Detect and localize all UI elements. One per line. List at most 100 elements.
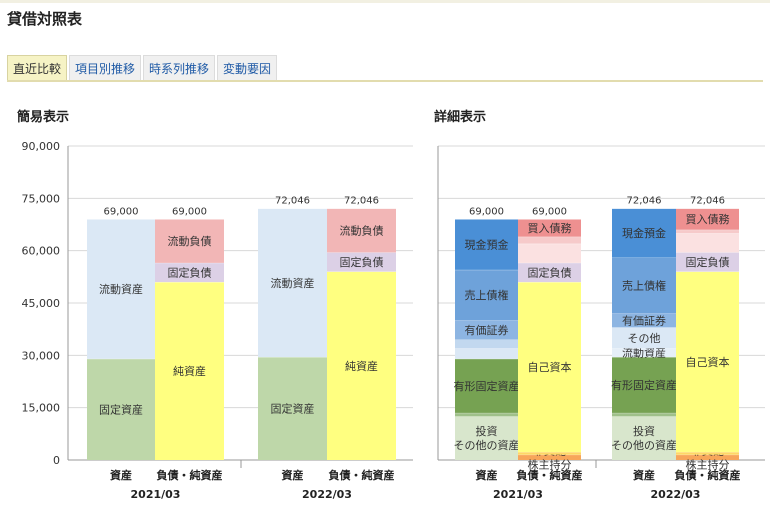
bar-segment xyxy=(518,236,581,244)
bar-segment xyxy=(455,358,518,413)
bar-total-label: 69,000 xyxy=(172,206,207,217)
segment-label: 株主持分 xyxy=(528,457,572,471)
segment-label: 流動資産 xyxy=(99,282,143,296)
bar-total-label: 69,000 xyxy=(532,206,567,217)
period-label: 2022/03 xyxy=(651,488,701,501)
bar-segment xyxy=(612,257,676,314)
tab-item-trend[interactable]: 項目別推移 xyxy=(69,55,142,81)
bar-segment xyxy=(87,358,155,460)
page-title: 貸借対照表 xyxy=(7,10,83,28)
segment-label: 純資産 xyxy=(173,365,206,378)
segment-label: 有価証券 xyxy=(622,313,666,327)
tab-underline xyxy=(7,80,763,82)
bar-segment xyxy=(155,282,224,460)
bar-segment xyxy=(455,412,518,417)
segment-label: 流動負債 xyxy=(168,234,212,248)
bar-segment xyxy=(455,269,518,321)
tab-change-factors[interactable]: 変動要因 xyxy=(217,55,278,81)
segment-label: 売上債権 xyxy=(622,279,666,293)
segment-label: 固定負債 xyxy=(686,255,730,269)
bar-segment xyxy=(676,229,739,234)
bar-segment xyxy=(518,219,581,237)
bar-segment xyxy=(155,262,224,283)
segment-label: 株主持分 xyxy=(686,457,730,471)
segment-label: 固定負債 xyxy=(168,265,212,279)
y-tick-label: 60,000 xyxy=(22,245,61,258)
detail-view-heading: 詳細表示 xyxy=(434,110,487,125)
top-border xyxy=(0,0,770,3)
segment-label: 有形固定資産 xyxy=(454,379,520,393)
y-tick-label: 75,000 xyxy=(22,192,61,205)
bar-category-label: 負債・純資産 xyxy=(675,468,741,482)
bar-segment xyxy=(612,348,676,358)
bar-segment xyxy=(518,243,581,263)
bar-segment xyxy=(455,348,518,359)
tab-time-series[interactable]: 時系列推移 xyxy=(143,55,216,81)
segment-label: 有価証券 xyxy=(465,323,509,337)
bar-segment xyxy=(258,208,327,358)
segment-label: 現金預金 xyxy=(465,238,509,252)
bar-segment xyxy=(612,208,676,258)
segment-label: 自己資本 xyxy=(686,355,730,369)
bar-segment xyxy=(612,313,676,328)
bar-segment xyxy=(155,219,224,263)
bar-segment xyxy=(455,339,518,349)
segment-label: 買入債務 xyxy=(686,212,730,226)
bar-segment xyxy=(327,252,396,272)
segment-label: 流動資産 xyxy=(622,346,666,360)
bar-total-label: 72,046 xyxy=(627,196,662,207)
bar-segment xyxy=(676,233,739,253)
bar-total-label: 69,000 xyxy=(469,206,504,217)
bar-segment xyxy=(676,208,739,230)
period-label: 2022/03 xyxy=(302,488,352,501)
y-tick-label: 45,000 xyxy=(22,297,61,310)
bar-category-label: 負債・純資産 xyxy=(517,468,583,482)
bar-segment xyxy=(87,219,155,359)
period-label: 2021/03 xyxy=(493,488,543,501)
bar-segment xyxy=(455,416,518,460)
bar-segment xyxy=(258,357,327,460)
bar-segment xyxy=(518,454,581,460)
segment-label: その他の資産 xyxy=(611,439,677,452)
bar-segment xyxy=(327,271,396,460)
bar-category-label: 資産 xyxy=(633,468,655,482)
segment-label: 純資産 xyxy=(345,360,378,373)
bar-segment xyxy=(327,208,396,253)
tab-recent-comparison[interactable]: 直近比較 xyxy=(7,55,68,81)
y-tick-label: 0 xyxy=(53,454,60,467)
bar-segment xyxy=(455,219,518,270)
bar-segment xyxy=(518,451,581,455)
tab-bar: 直近比較 項目別推移 時系列推移 変動要因 xyxy=(7,55,278,81)
period-label: 2021/03 xyxy=(131,488,181,501)
segment-label: 現金預金 xyxy=(622,226,666,240)
segment-label: 買入債務 xyxy=(528,221,572,235)
segment-label: 流動資産 xyxy=(271,276,315,290)
y-tick-label: 90,000 xyxy=(22,140,61,153)
bar-category-label: 資産 xyxy=(110,468,132,482)
bar-segment xyxy=(455,320,518,340)
bar-segment xyxy=(612,327,676,349)
bar-category-label: 資産 xyxy=(476,468,498,482)
bar-total-label: 72,046 xyxy=(275,196,310,207)
segment-label: 自己資本 xyxy=(528,360,572,374)
segment-label: 売上債権 xyxy=(465,288,509,302)
segment-label: 固定負債 xyxy=(528,265,572,279)
segment-label: 流動負債 xyxy=(340,224,384,238)
segment-label: 投資 xyxy=(633,424,655,438)
bar-segment xyxy=(518,262,581,283)
bar-segment xyxy=(676,252,739,272)
segment-label: 投資 xyxy=(476,424,498,438)
bar-total-label: 72,046 xyxy=(690,196,725,207)
bar-segment xyxy=(676,454,739,460)
segment-label: 固定資産 xyxy=(99,402,143,416)
segment-label: その他 xyxy=(628,332,661,345)
bar-category-label: 負債・純資産 xyxy=(157,468,223,482)
bar-category-label: 負債・純資産 xyxy=(329,468,395,482)
bar-total-label: 69,000 xyxy=(104,206,139,217)
bar-segment xyxy=(518,282,581,452)
bar-segment xyxy=(612,412,676,417)
segment-label: 固定負債 xyxy=(340,255,384,269)
bar-segment xyxy=(676,271,739,452)
y-tick-label: 15,000 xyxy=(22,402,61,415)
